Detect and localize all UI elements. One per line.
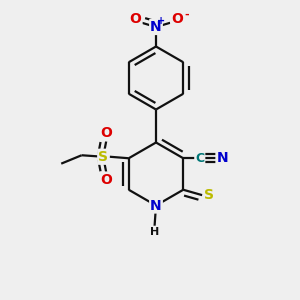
Text: C: C <box>195 152 204 165</box>
Text: S: S <box>204 188 214 202</box>
Text: O: O <box>100 172 112 187</box>
Text: O: O <box>130 12 142 26</box>
Text: O: O <box>171 12 183 26</box>
Text: N: N <box>150 20 162 34</box>
Text: +: + <box>157 16 165 26</box>
Text: H: H <box>150 226 159 237</box>
Text: N: N <box>217 151 228 165</box>
Text: O: O <box>100 126 112 140</box>
Text: -: - <box>184 10 189 20</box>
Text: S: S <box>98 150 108 164</box>
Text: N: N <box>150 199 162 212</box>
